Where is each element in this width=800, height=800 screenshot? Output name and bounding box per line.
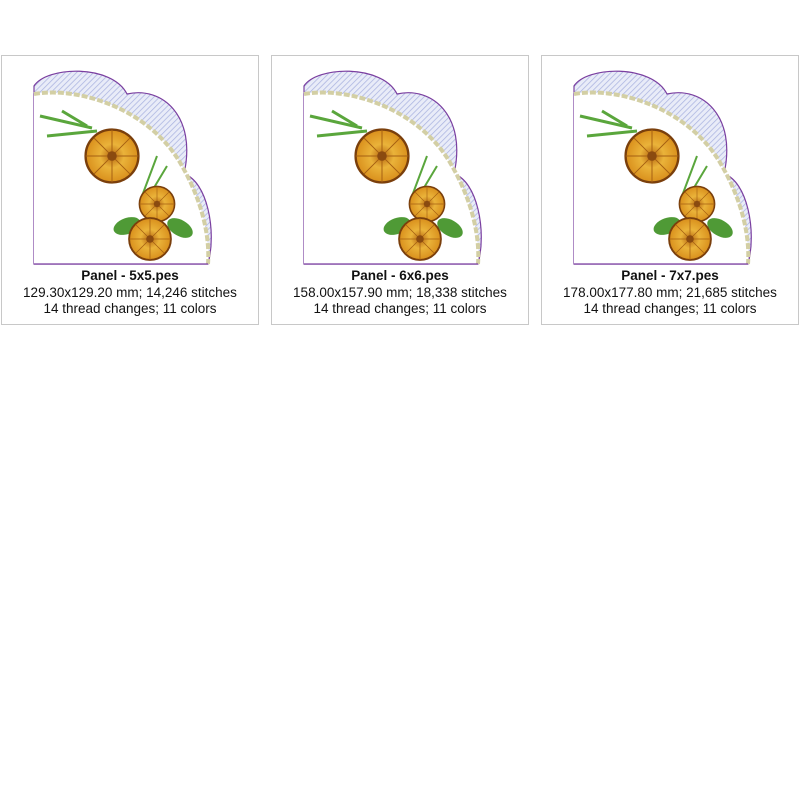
- panel-info: 14 thread changes; 11 colors: [583, 301, 757, 316]
- panel-size: 129.30x129.20 mm; 14,246 stitches: [23, 284, 237, 300]
- design-panel-6x6[interactable]: Panel - 6x6.pes 158.00x157.90 mm; 18,338…: [271, 55, 529, 325]
- panel-size: 158.00x157.90 mm; 18,338 stitches: [293, 284, 507, 300]
- panel-title: Panel - 5x5.pes: [81, 268, 179, 283]
- panel-title: Panel - 6x6.pes: [351, 268, 449, 283]
- embroidery-preview-image: [272, 56, 530, 268]
- embroidery-preview-image: [542, 56, 800, 268]
- panel-title: Panel - 7x7.pes: [621, 268, 719, 283]
- design-panel-5x5[interactable]: Panel - 5x5.pes 129.30x129.20 mm; 14,246…: [1, 55, 259, 325]
- panel-size: 178.00x177.80 mm; 21,685 stitches: [563, 284, 777, 300]
- panel-info: 14 thread changes; 11 colors: [313, 301, 487, 316]
- panel-info: 14 thread changes; 11 colors: [43, 301, 217, 316]
- embroidery-preview-image: [2, 56, 260, 268]
- design-panel-7x7[interactable]: Panel - 7x7.pes 178.00x177.80 mm; 21,685…: [541, 55, 799, 325]
